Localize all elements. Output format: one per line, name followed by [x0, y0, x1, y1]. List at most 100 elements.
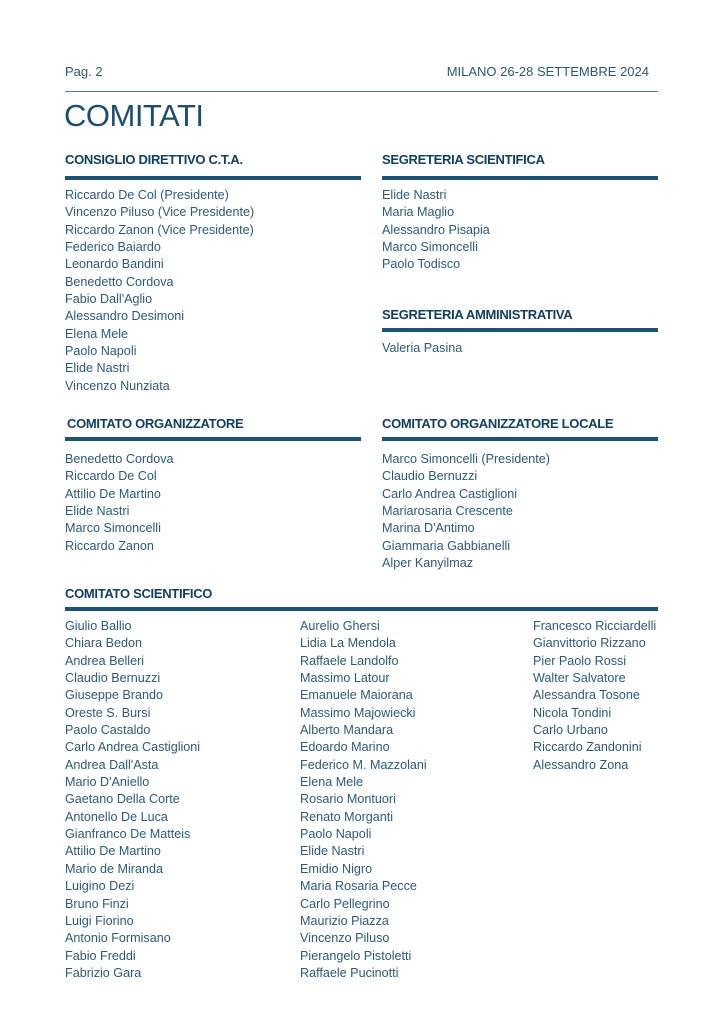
- member-name: Gianvittorio Rizzano: [533, 636, 646, 651]
- event-info: MILANO 26-28 SETTEMBRE 2024: [446, 64, 649, 79]
- member-name: Valeria Pasina: [382, 341, 463, 355]
- member-name: Marina D'Antimo: [382, 521, 475, 536]
- member-name: Attilio De Martino: [65, 844, 161, 859]
- organizzatore-heading: COMITATO ORGANIZZATORE: [67, 416, 244, 431]
- member-name: Bruno Finzi: [65, 896, 129, 911]
- member-name: Vincenzo Nunziata: [65, 378, 170, 393]
- member-name: Giammaria Gabbianelli: [382, 538, 511, 553]
- member-name: Gianfranco De Matteis: [65, 827, 191, 842]
- header-divider: [65, 91, 658, 92]
- member-name: Riccardo De Col: [65, 469, 157, 484]
- segreteria-amministrativa-list: Valeria Pasina: [382, 340, 462, 357]
- member-name: Vincenzo Piluso: [300, 931, 390, 946]
- member-name: Emidio Nigro: [300, 861, 373, 876]
- member-name: Mario de Miranda: [65, 861, 163, 876]
- member-name: Elide Nastri: [382, 188, 447, 202]
- member-name: Giuseppe Brando: [65, 688, 164, 703]
- scientifico-column-2: Aurelio Ghersi Lidia La Mendola Raffaele L…: [300, 618, 427, 982]
- member-name: Claudio Bernuzzi: [382, 469, 478, 484]
- segreteria-scientifica-list: Elide Nastri Maria Maglio Alessandro Pisap…: [382, 187, 490, 274]
- member-name: Massimo Majowiecki: [300, 705, 416, 720]
- member-name: Riccardo Zanon (Vice Presidente): [65, 222, 254, 237]
- member-name: Maria Rosaria Pecce: [300, 879, 417, 894]
- member-name: Mario D'Aniello: [65, 775, 150, 790]
- member-name: Carlo Andrea Castiglioni: [382, 486, 518, 501]
- page-title: COMITATI: [64, 98, 204, 133]
- member-name: Elide Nastri: [65, 361, 130, 376]
- member-name: Elena Mele: [65, 326, 129, 341]
- member-name: Alberto Mandara: [300, 723, 394, 738]
- member-name: Marco Simoncelli (Presidente): [382, 452, 550, 466]
- member-name: Fabio Dall'Aglio: [65, 292, 153, 307]
- member-name: Paolo Napoli: [300, 827, 372, 842]
- member-name: Riccardo De Col (Presidente): [65, 188, 229, 202]
- member-name: Fabrizio Gara: [65, 965, 142, 980]
- member-name: Alessandro Pisapia: [382, 222, 490, 237]
- member-name: Lidia La Mendola: [300, 636, 396, 651]
- member-name: Federico M. Mazzolani: [300, 757, 427, 772]
- member-name: Elide Nastri: [300, 844, 365, 859]
- member-name: Antonello De Luca: [65, 809, 168, 824]
- member-name: Benedetto Cordova: [65, 274, 174, 289]
- member-name: Antonio Formisano: [65, 931, 171, 946]
- member-name: Francesco Ricciardelli: [533, 619, 657, 633]
- member-name: Pierangelo Pistoletti: [300, 948, 412, 963]
- member-name: Maria Maglio: [382, 205, 455, 220]
- member-name: Andrea Dall'Asta: [65, 757, 159, 772]
- scientifico-heading: COMITATO SCIENTIFICO: [65, 586, 213, 601]
- scientifico-column-1: Giulio Ballio Chiara Bedon Andrea Belleri C…: [65, 618, 200, 982]
- member-name: Elena Mele: [300, 775, 364, 790]
- member-name: Marco Simoncelli: [382, 240, 478, 255]
- member-name: Riccardo Zandonini: [533, 740, 642, 755]
- organizzatore-locale-heading: COMITATO ORGANIZZATORE LOCALE: [382, 416, 614, 431]
- member-name: Paolo Todisco: [382, 257, 461, 272]
- member-name: Alper Kanyilmaz: [382, 556, 473, 571]
- member-name: Gaetano Della Corte: [65, 792, 180, 807]
- member-name: Attilio De Martino: [65, 486, 161, 501]
- member-name: Alessandra Tosone: [533, 688, 640, 703]
- member-name: Marco Simoncelli: [65, 521, 161, 536]
- member-name: Alessandro Zona: [533, 757, 629, 772]
- member-name: Alessandro Desimoni: [65, 309, 184, 324]
- member-name: Elide Nastri: [65, 504, 130, 519]
- member-name: Riccardo Zanon: [65, 538, 154, 553]
- organizzatore-list: Benedetto Cordova Riccardo De Col Attilio …: [65, 451, 174, 555]
- member-name: Vincenzo Piluso (Vice Presidente): [65, 205, 255, 220]
- member-name: Fabio Freddi: [65, 948, 136, 963]
- member-name: Carlo Urbano: [533, 723, 608, 738]
- segreteria-amministrativa-bar: [382, 328, 658, 332]
- member-name: Andrea Belleri: [65, 653, 145, 668]
- scientifico-bar: [65, 607, 658, 611]
- member-name: Emanuele Maiorana: [300, 688, 413, 703]
- member-name: Paolo Castaldo: [65, 723, 151, 738]
- segreteria-scientifica-heading: SEGRETERIA SCIENTIFICA: [382, 152, 545, 167]
- page-number: Pag. 2: [65, 64, 103, 79]
- member-name: Federico Baiardo: [65, 240, 161, 255]
- member-name: Luigi Fiorino: [65, 913, 134, 928]
- member-name: Giulio Ballio: [65, 619, 132, 633]
- segreteria-amministrativa-heading: SEGRETERIA AMMINISTRATIVA: [382, 307, 573, 322]
- member-name: Rosario Montuori: [300, 792, 396, 807]
- scientifico-column-3: Francesco Ricciardelli Gianvittorio Rizza…: [533, 618, 656, 774]
- member-name: Mariarosaria Crescente: [382, 504, 513, 519]
- member-name: Raffaele Landolfo: [300, 653, 399, 668]
- member-name: Carlo Pellegrino: [300, 896, 390, 911]
- member-name: Pier Paolo Rossi: [533, 653, 627, 668]
- member-name: Leonardo Bandini: [65, 257, 164, 272]
- organizzatore-locale-list: Marco Simoncelli (Presidente) Claudio Ber…: [382, 451, 550, 572]
- organizzatore-locale-bar: [382, 437, 658, 441]
- member-name: Oreste S. Bursi: [65, 705, 151, 720]
- member-name: Edoardo Marino: [300, 740, 390, 755]
- member-name: Aurelio Ghersi: [300, 619, 380, 633]
- member-name: Luigino Dezi: [65, 879, 135, 894]
- member-name: Paolo Napoli: [65, 344, 137, 359]
- member-name: Chiara Bedon: [65, 636, 143, 651]
- member-name: Renato Morganti: [300, 809, 394, 824]
- member-name: Benedetto Cordova: [65, 452, 174, 466]
- member-name: Raffaele Pucinotti: [300, 965, 399, 980]
- consiglio-bar: [65, 176, 361, 180]
- organizzatore-bar: [65, 437, 361, 441]
- member-name: Claudio Bernuzzi: [65, 671, 161, 686]
- consiglio-list: Riccardo De Col (Presidente) Vincenzo Pil…: [65, 187, 254, 395]
- consiglio-heading: CONSIGLIO DIRETTIVO C.T.A.: [65, 152, 243, 167]
